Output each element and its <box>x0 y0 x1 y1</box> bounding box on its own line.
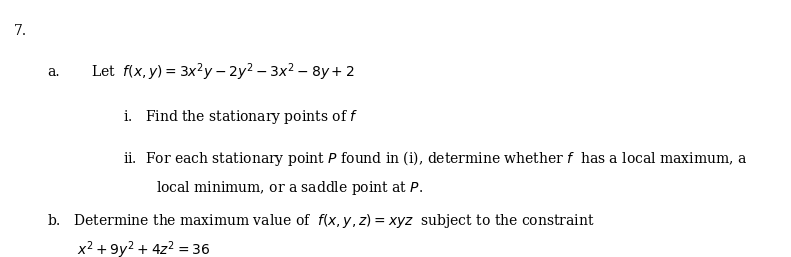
Text: a.: a. <box>47 65 60 79</box>
Text: local minimum, or a saddle point at $P$.: local minimum, or a saddle point at $P$. <box>156 179 423 197</box>
Text: b.   Determine the maximum value of  $f(x,y,z)=xyz$  subject to the constraint: b. Determine the maximum value of $f(x,y… <box>47 212 595 230</box>
Text: i.   Find the stationary points of $f$: i. Find the stationary points of $f$ <box>123 108 358 126</box>
Text: Let  $f(x,y)=3x^2y-2y^2-3x^2-8y+2$: Let $f(x,y)=3x^2y-2y^2-3x^2-8y+2$ <box>91 61 354 83</box>
Text: 7.: 7. <box>14 24 28 38</box>
Text: $x^2+9y^2+4z^2=36$: $x^2+9y^2+4z^2=36$ <box>77 240 210 257</box>
Text: ii.  For each stationary point $P$ found in (i), determine whether $f$  has a lo: ii. For each stationary point $P$ found … <box>123 149 747 168</box>
